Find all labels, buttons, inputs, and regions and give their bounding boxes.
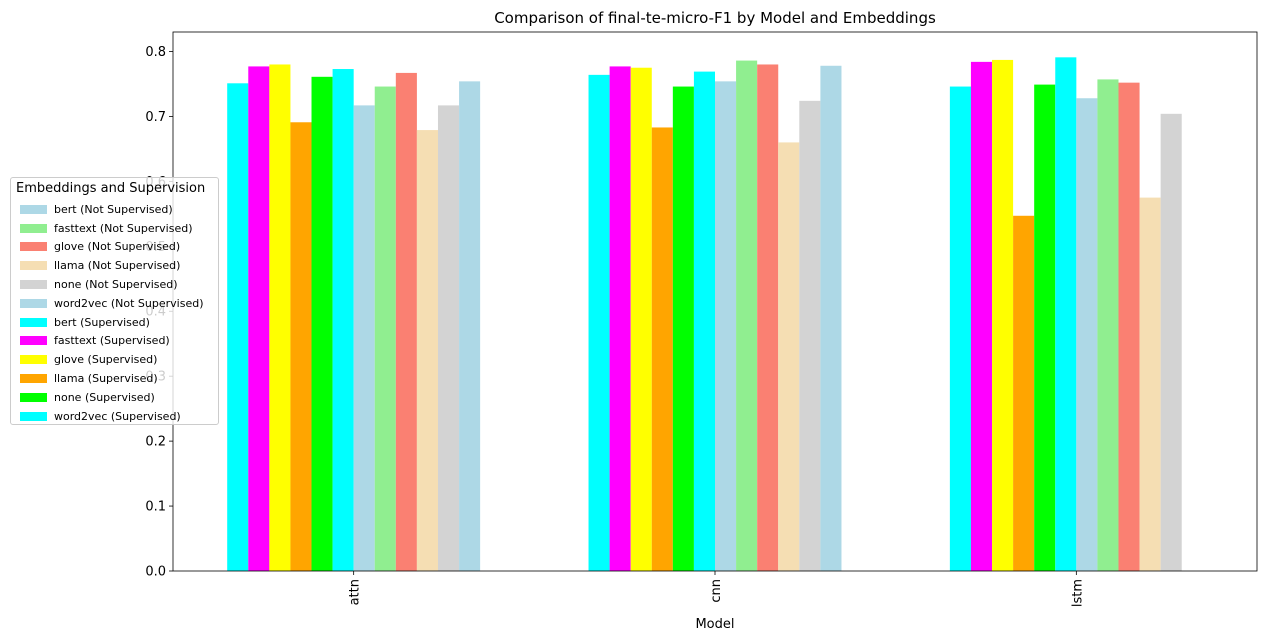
bar-lstm-8	[1118, 82, 1140, 572]
legend-label: glove (Supervised)	[54, 353, 158, 367]
legend-label: fasttext (Supervised)	[54, 334, 170, 348]
legend-swatch	[20, 355, 47, 365]
bar-attn-1	[248, 66, 270, 572]
bar-cnn-8	[757, 64, 779, 571]
legend-swatch	[20, 204, 47, 214]
legend-swatch	[20, 280, 47, 290]
legend-item: none (Not Supervised)	[16, 275, 213, 294]
bar-attn-2	[269, 64, 291, 571]
bar-attn-6	[353, 105, 375, 571]
legend-label: bert (Not Supervised)	[54, 202, 173, 216]
legend-label: none (Not Supervised)	[54, 278, 178, 292]
legend-swatch	[20, 411, 47, 421]
y-tick-label: 0.1	[145, 500, 166, 515]
legend-item: llama (Supervised)	[16, 369, 213, 388]
bar-cnn-3	[651, 127, 673, 572]
bar-attn-0	[227, 83, 249, 572]
legend-label: word2vec (Supervised)	[54, 409, 181, 423]
legend-item: llama (Not Supervised)	[16, 256, 213, 275]
legend-swatch	[20, 242, 47, 252]
legend-swatch	[20, 392, 47, 402]
bar-lstm-6	[1076, 98, 1098, 572]
legend-label: llama (Not Supervised)	[54, 259, 181, 273]
bar-attn-11	[459, 81, 481, 571]
legend-swatch	[20, 298, 47, 308]
chart-title: Comparison of final-te-micro-F1 by Model…	[494, 9, 936, 27]
legend-item: word2vec (Supervised)	[16, 407, 213, 426]
legend-item: word2vec (Not Supervised)	[16, 294, 213, 313]
legend-title: Embeddings and Supervision	[16, 181, 206, 196]
x-tick-label-lstm: lstm	[1070, 579, 1085, 607]
legend-swatch	[20, 261, 47, 271]
bar-cnn-6	[715, 81, 737, 571]
bar-lstm-9	[1139, 197, 1161, 571]
y-tick-label: 0.0	[145, 565, 166, 580]
legend-label: llama (Supervised)	[54, 372, 158, 386]
legend-item: glove (Supervised)	[16, 350, 213, 369]
x-axis-label: Model	[695, 617, 734, 632]
x-tick-label-attn: attn	[348, 579, 363, 605]
bar-cnn-1	[609, 66, 631, 572]
bar-lstm-7	[1097, 79, 1119, 571]
bar-lstm-5	[1055, 57, 1077, 571]
y-tick-label: 0.8	[145, 45, 166, 60]
bar-attn-3	[290, 122, 312, 572]
legend-label: fasttext (Not Supervised)	[54, 221, 193, 235]
legend-swatch	[20, 223, 47, 233]
bars-group	[227, 57, 1182, 572]
legend-item: bert (Supervised)	[16, 313, 213, 332]
bar-lstm-4	[1034, 84, 1056, 571]
bar-attn-8	[395, 72, 417, 571]
legend-item: none (Supervised)	[16, 388, 213, 407]
legend-item: bert (Not Supervised)	[16, 200, 213, 219]
bar-cnn-2	[630, 67, 652, 571]
bar-cnn-10	[799, 100, 821, 571]
bar-lstm-0	[949, 86, 971, 572]
bar-lstm-3	[1013, 215, 1035, 571]
legend-label: none (Supervised)	[54, 390, 155, 404]
legend-item: glove (Not Supervised)	[16, 238, 213, 257]
y-tick-label: 0.2	[145, 435, 166, 450]
legend-swatch	[20, 374, 47, 384]
legend-swatch	[20, 336, 47, 346]
legend: Embeddings and Supervision bert (Not Sup…	[10, 177, 219, 425]
legend-items: bert (Not Supervised) fasttext (Not Super…	[16, 200, 213, 426]
bar-lstm-10	[1160, 113, 1182, 571]
bar-cnn-7	[736, 60, 758, 571]
y-tick-label: 0.7	[145, 110, 166, 125]
x-tick-label-cnn: cnn	[709, 579, 724, 603]
bar-attn-4	[311, 76, 333, 571]
bar-attn-10	[437, 105, 460, 571]
legend-label: bert (Supervised)	[54, 315, 150, 329]
bar-cnn-4	[672, 86, 694, 572]
bar-cnn-11	[820, 65, 842, 572]
bar-attn-9	[416, 130, 438, 571]
bar-attn-5	[332, 69, 354, 572]
bar-attn-7	[374, 86, 396, 572]
legend-swatch	[20, 317, 47, 327]
legend-label: word2vec (Not Supervised)	[54, 296, 204, 310]
legend-item: fasttext (Supervised)	[16, 332, 213, 351]
bar-cnn-9	[778, 142, 800, 571]
legend-item: fasttext (Not Supervised)	[16, 219, 213, 238]
bar-lstm-2	[992, 59, 1014, 572]
legend-label: glove (Not Supervised)	[54, 240, 181, 254]
bar-cnn-0	[588, 74, 610, 572]
bar-lstm-1	[970, 61, 993, 572]
bar-cnn-5	[693, 71, 715, 572]
